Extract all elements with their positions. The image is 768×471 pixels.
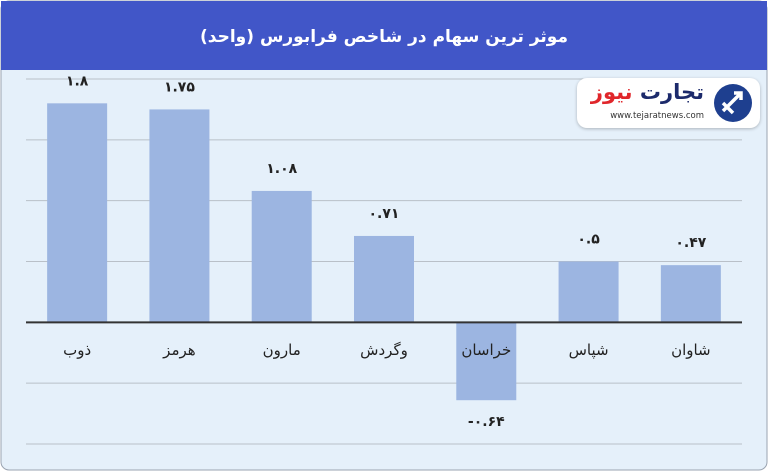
x-tick-label: هرمز xyxy=(162,341,196,359)
logo-name-2: نیوز xyxy=(590,80,633,104)
x-tick-label: شپاس xyxy=(569,341,609,360)
bar xyxy=(149,109,210,323)
bar xyxy=(660,265,721,323)
value-label: ۱.۷۵ xyxy=(164,79,195,95)
value-label: ۰.۵ xyxy=(577,232,600,248)
value-label: ۰.۷۱ xyxy=(369,206,400,222)
value-label: ۱.۰۸ xyxy=(266,161,297,177)
logo-url: www.tejaratnews.com xyxy=(610,111,704,121)
x-tick-label: شاوان xyxy=(671,341,711,359)
header-band xyxy=(1,1,767,70)
bar xyxy=(558,261,619,323)
logo: تجارت نیوز www.tejaratnews.com xyxy=(577,78,760,128)
bar xyxy=(47,103,108,323)
logo-name: تجارت نیوز xyxy=(591,80,704,104)
x-tick-label: وگردش xyxy=(360,341,408,359)
chart-title: موثر ترین سهام در شاخص فرابورس (واحد) xyxy=(200,27,568,47)
logo-name-1: تجارت xyxy=(639,80,704,104)
bar xyxy=(354,235,414,323)
value-label: ۰.۴۷ xyxy=(675,235,706,251)
value-label: -۰.۶۴ xyxy=(468,414,505,430)
bar xyxy=(456,322,517,401)
bar xyxy=(251,190,312,323)
logo-mark xyxy=(721,91,743,115)
x-tick-label: ذوب xyxy=(63,341,91,359)
value-label: ۱.۸ xyxy=(66,73,89,89)
logo-icon xyxy=(714,84,752,122)
x-tick-label: خراسان xyxy=(461,341,511,359)
x-tick-label: مارون xyxy=(263,341,301,359)
